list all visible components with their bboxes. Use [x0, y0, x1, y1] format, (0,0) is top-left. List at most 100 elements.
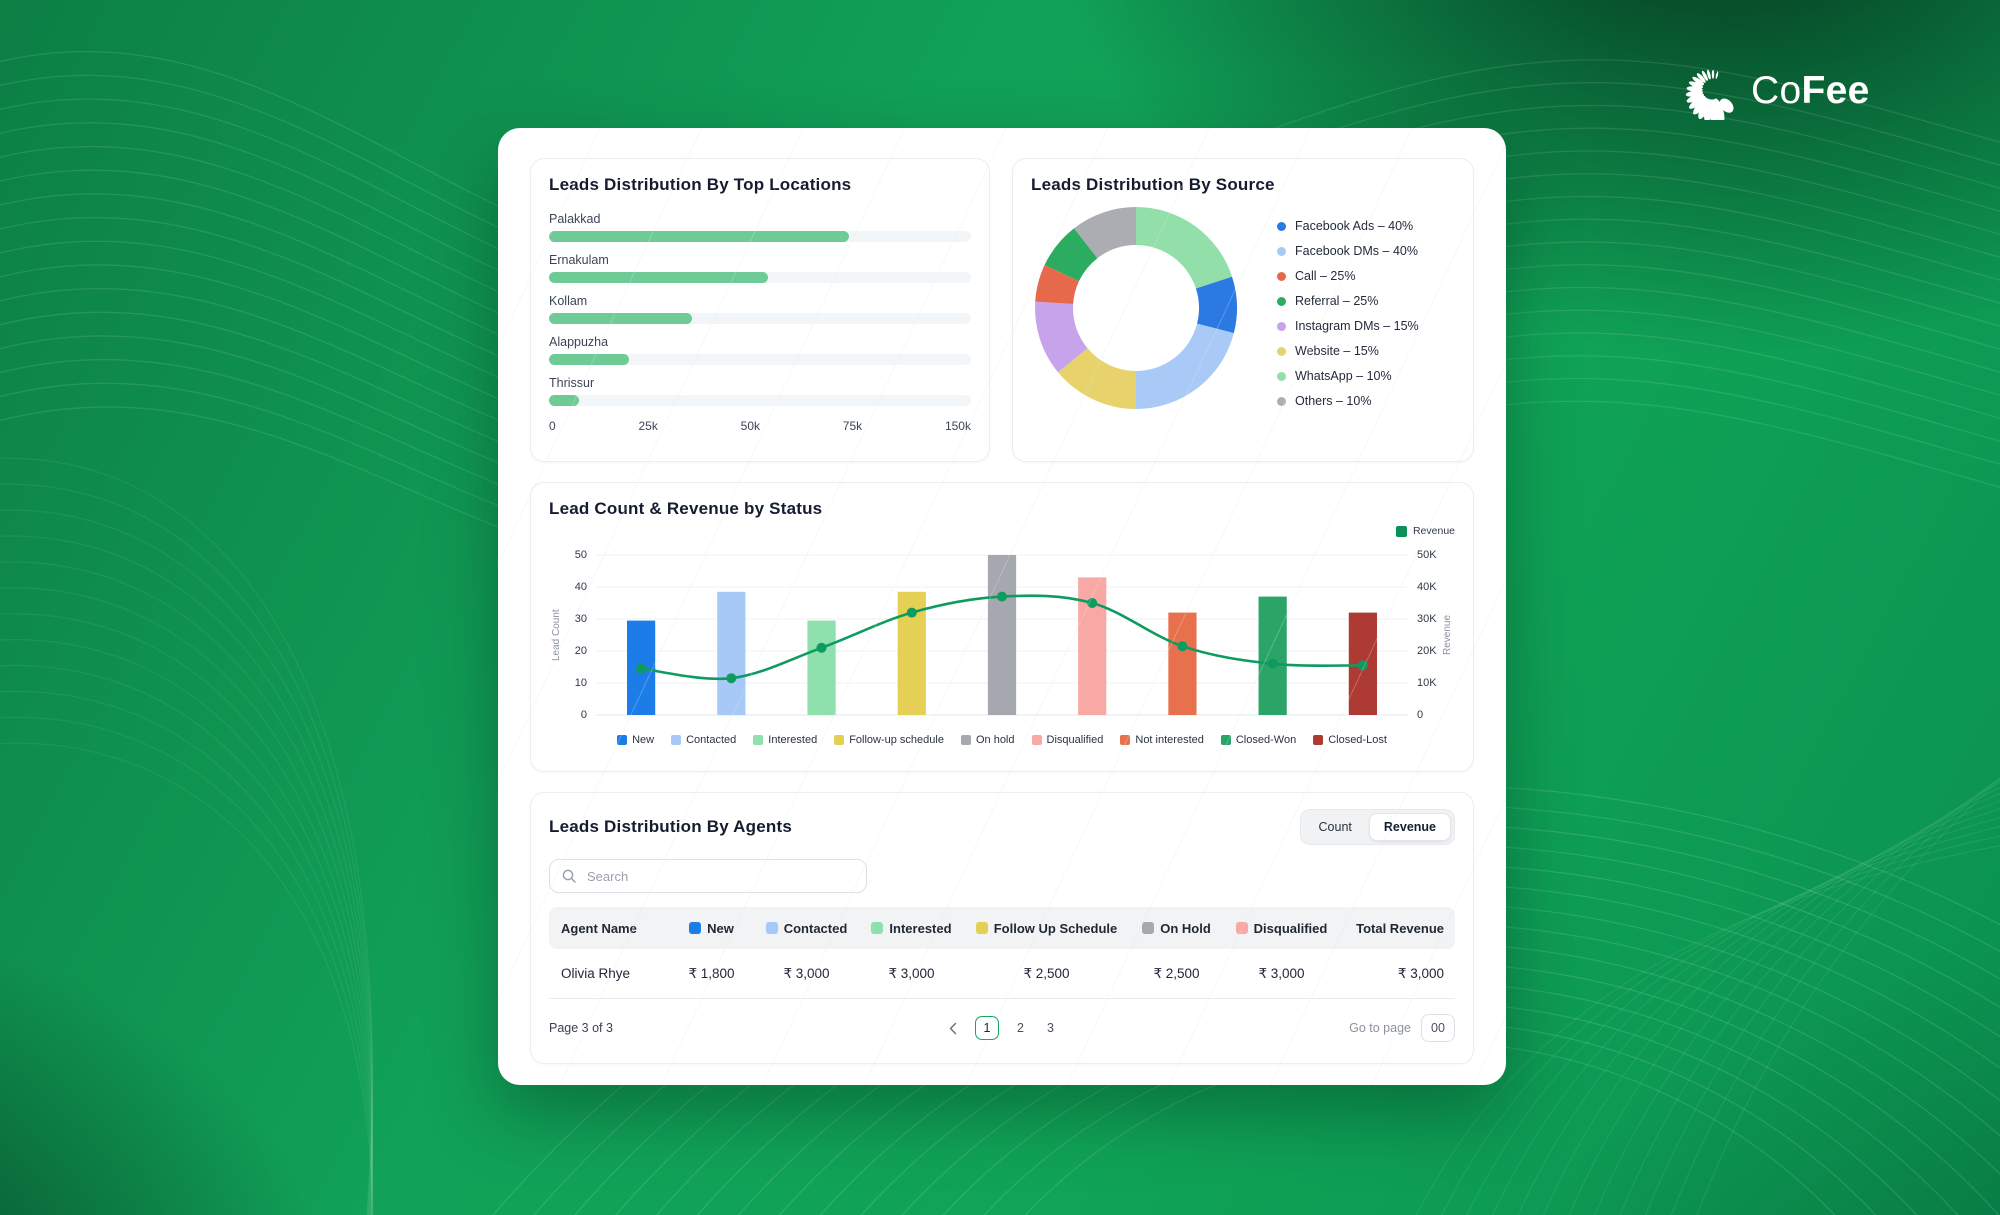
- table-header: Agent Name New Contacted Interested Follow U…: [549, 907, 1455, 949]
- location-bar-row: Alappuzha: [549, 335, 971, 365]
- lead-count-axis-label: Lead Count: [551, 609, 562, 661]
- legend-label: Website – 15%: [1295, 344, 1379, 358]
- x-tick: 50k: [740, 419, 760, 433]
- search-box[interactable]: [549, 859, 867, 893]
- donut-chart: [1035, 207, 1237, 409]
- legend-dot: [1277, 296, 1286, 306]
- legend-item: Website – 15%: [1277, 344, 1419, 358]
- legend-item: Facebook Ads – 40%: [1277, 219, 1419, 233]
- prev-page-button[interactable]: [945, 1019, 962, 1038]
- page-info: Page 3 of 3: [549, 1021, 613, 1035]
- y-axis-right: 0 10K 20K 30K 40K 50K: [1408, 549, 1440, 721]
- revenue-point[interactable]: [726, 673, 737, 684]
- x-tick: 0: [549, 419, 556, 433]
- cofee-logo: CoFee: [1684, 62, 1870, 120]
- cell-value: ₹ 2,500: [1153, 965, 1200, 981]
- goto-page: Go to page: [1349, 1014, 1455, 1042]
- status-legend-label: Disqualified: [1046, 734, 1104, 746]
- agents-table: Agent Name New Contacted Interested Follow U…: [549, 907, 1455, 999]
- toggle-revenue-button[interactable]: Revenue: [1368, 813, 1451, 841]
- location-bar-fill[interactable]: [549, 354, 630, 365]
- status-legend-item: Follow-up schedule: [834, 734, 944, 746]
- revenue-point[interactable]: [906, 607, 917, 618]
- donut-segment[interactable]: [1058, 348, 1136, 409]
- cell-value: ₹ 3,000: [1258, 965, 1305, 981]
- page-button-3[interactable]: 3: [1042, 1020, 1059, 1036]
- status-bar-closed-won[interactable]: [1258, 596, 1287, 715]
- locations-bars: Palakkad Ernakulam Kollam Alappuzha Thrissur: [549, 212, 971, 406]
- donut-segment[interactable]: [1074, 207, 1136, 259]
- status-chart-area: Lead Count 0 10 20 30 40 50 0 10K 20K 30K 40K 50K …: [549, 549, 1455, 721]
- column-header: Agent Name: [549, 921, 669, 936]
- location-label: Palakkad: [549, 212, 601, 226]
- location-bar-row: Thrissur: [549, 376, 971, 406]
- goto-input[interactable]: [1421, 1014, 1455, 1042]
- column-header: Follow Up Schedule: [964, 921, 1129, 936]
- status-legend-item: Closed-Won: [1220, 734, 1296, 746]
- donut-segment[interactable]: [1035, 264, 1079, 305]
- cell-value: ₹ 3,000: [888, 965, 935, 981]
- legend-dot: [1277, 221, 1286, 231]
- revenue-point[interactable]: [636, 663, 647, 674]
- legend-item: Referral – 25%: [1277, 294, 1419, 308]
- location-bar-fill[interactable]: [549, 313, 693, 324]
- column-header: Contacted: [754, 921, 859, 936]
- page-button-1[interactable]: 1: [975, 1016, 999, 1040]
- column-chip: [975, 922, 988, 934]
- toggle-count-button[interactable]: Count: [1304, 813, 1367, 841]
- revenue-legend: Revenue: [1395, 525, 1455, 537]
- revenue-point[interactable]: [1177, 641, 1188, 652]
- donut-segment[interactable]: [1044, 228, 1098, 282]
- column-chip: [1142, 922, 1155, 934]
- status-legend-swatch: [1031, 735, 1042, 745]
- location-bar-row: Palakkad: [549, 212, 971, 242]
- legend-dot: [1277, 346, 1286, 356]
- location-bar-fill[interactable]: [549, 272, 769, 283]
- donut-segment[interactable]: [1136, 207, 1233, 289]
- chevron-left-icon: [949, 1022, 957, 1034]
- search-input[interactable]: [585, 867, 855, 885]
- donut-segment[interactable]: [1136, 323, 1234, 409]
- x-tick: 25k: [638, 419, 658, 433]
- legend-label: WhatsApp – 10%: [1295, 369, 1392, 383]
- table-row: Olivia Rhye ₹ 1,800 ₹ 3,000 ₹ 3,000 ₹ 2,500 ₹…: [549, 949, 1455, 999]
- y-tick-left: 20: [574, 645, 587, 657]
- donut-segment[interactable]: [1195, 276, 1237, 334]
- status-bar-not-interested[interactable]: [1168, 612, 1197, 715]
- status-legend-label: New: [632, 734, 655, 746]
- y-tick-left: 10: [574, 677, 587, 689]
- column-label: Agent Name: [561, 920, 637, 936]
- status-bar-interested[interactable]: [807, 620, 836, 715]
- agents-card: Leads Distribution By Agents Count Reven…: [530, 792, 1474, 1064]
- y-tick-right: 50K: [1417, 549, 1437, 561]
- revenue-point[interactable]: [1267, 658, 1278, 669]
- page-button-2[interactable]: 2: [1012, 1020, 1029, 1036]
- column-header: Disqualified: [1224, 921, 1339, 936]
- y-tick-left: 50: [574, 549, 587, 561]
- status-bar-contacted[interactable]: [717, 591, 746, 715]
- status-bar-on-hold[interactable]: [987, 555, 1017, 715]
- status-legend-swatch: [1120, 735, 1131, 745]
- location-bar-track: [549, 313, 971, 324]
- legend-item: Others – 10%: [1277, 394, 1419, 408]
- revenue-point[interactable]: [1087, 598, 1098, 608]
- status-card-title: Lead Count & Revenue by Status: [549, 499, 823, 518]
- revenue-point[interactable]: [1357, 660, 1368, 671]
- cell-value: ₹ 1,800: [688, 965, 735, 981]
- location-bar-fill[interactable]: [549, 395, 579, 406]
- revenue-point[interactable]: [996, 591, 1008, 602]
- y-axis-left: 0 10 20 30 40 50: [564, 549, 596, 721]
- source-body: Facebook Ads – 40% Facebook DMs – 40% Call…: [1031, 203, 1455, 413]
- donut-segment[interactable]: [1035, 301, 1088, 373]
- revenue-legend-swatch: [1395, 525, 1407, 537]
- revenue-point[interactable]: [816, 642, 827, 653]
- y-tick-left: 0: [580, 709, 587, 721]
- location-bar-fill[interactable]: [549, 231, 849, 242]
- column-label: Follow Up Schedule: [993, 920, 1118, 936]
- source-legend: Facebook Ads – 40% Facebook DMs – 40% Call…: [1277, 219, 1419, 408]
- status-legend-label: Contacted: [686, 734, 737, 746]
- legend-label: Referral – 25%: [1295, 294, 1379, 308]
- locations-card-title: Leads Distribution By Top Locations: [549, 175, 852, 194]
- legend-dot: [1277, 321, 1286, 331]
